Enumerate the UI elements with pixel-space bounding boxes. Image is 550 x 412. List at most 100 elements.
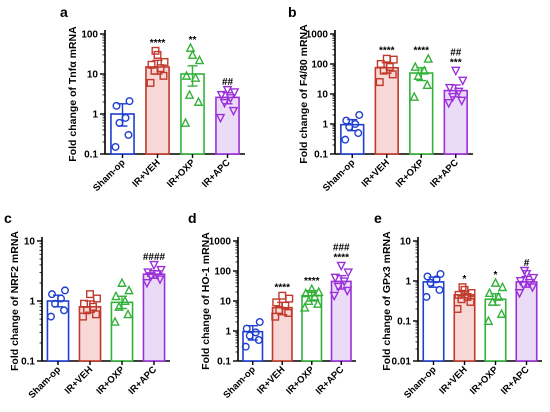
y-tick-label: 1 [322, 120, 328, 131]
bar-group-sham-op [46, 286, 70, 362]
data-point [156, 265, 166, 276]
bar [374, 66, 399, 155]
data-point [458, 283, 467, 292]
data-point [149, 260, 159, 271]
data-point [306, 283, 317, 294]
y-axis-label: Fold change of NRF2 mRNA [9, 231, 21, 371]
data-point [524, 278, 535, 289]
data-point [483, 315, 494, 326]
data-point [447, 92, 458, 103]
bar-group-ir-apc [514, 266, 539, 362]
x-tick-label: IR+VEH [130, 157, 162, 189]
data-point [88, 302, 97, 311]
data-point [142, 278, 152, 289]
data-point [514, 289, 525, 299]
data-point [341, 135, 350, 144]
panel-label-e: e [374, 210, 382, 226]
y-tick-label: 0.1 [84, 150, 98, 161]
x-tick-label: IR+VEH [437, 364, 469, 396]
y-tick-label: 10 [24, 237, 36, 248]
chart-a-svg: Fold change of Tnfα mRNA 0.1 1 10 100 Sham-op… [67, 26, 245, 194]
x-tick-label: IR+VEH [255, 364, 287, 396]
y-axis-label: Fold change of GPx3 mRNA [381, 231, 393, 371]
data-point [490, 277, 501, 287]
data-point [114, 301, 124, 311]
data-point [215, 113, 226, 124]
y-tick-label: 100 [214, 267, 231, 278]
data-point [124, 285, 134, 295]
data-point [436, 269, 445, 278]
data-point [184, 89, 195, 99]
data-point [342, 116, 351, 125]
data-point [193, 96, 204, 106]
bar-group-ir-oxp [409, 53, 434, 155]
x-tick-label: IR+VEH [360, 157, 392, 189]
y-tick-label: 0.1 [21, 357, 35, 368]
x-tick-label: IR+OXP [284, 364, 317, 397]
data-point [285, 294, 294, 303]
x-tick-label: Sham-op [402, 364, 439, 401]
bar-group-sham-op [110, 97, 135, 155]
x-tick-label: IR+OXP [165, 157, 198, 190]
data-point [355, 110, 364, 119]
y-tick-label: 10 [87, 70, 99, 81]
data-point [497, 281, 508, 292]
x-tick-label: IR+APC [200, 157, 233, 190]
bar [215, 96, 240, 155]
data-point [117, 277, 127, 287]
data-point [453, 304, 462, 313]
data-point [422, 79, 433, 89]
bar-group-ir-veh [271, 291, 294, 362]
x-tick-label: IR+APC [499, 364, 532, 397]
data-point [528, 273, 539, 284]
data-point [272, 298, 281, 307]
data-point [388, 70, 397, 79]
data-point [241, 342, 250, 351]
y-tick-label: 1000 [306, 30, 329, 41]
data-point [111, 290, 121, 301]
data-point [91, 310, 100, 319]
data-point [435, 285, 444, 294]
chart-panel-d: d Fold change of HO-1 mRNA 0.1 1 10 100 1000 S… [184, 206, 368, 412]
x-tick-label: IR+OXP [394, 157, 427, 190]
significance-label: ## [450, 48, 462, 59]
data-point [110, 316, 120, 326]
data-point [454, 290, 463, 299]
data-point [413, 70, 424, 80]
data-point [419, 65, 430, 75]
significance-label: * [494, 270, 498, 281]
data-point [124, 130, 133, 139]
data-point [51, 299, 60, 308]
panel-label-a: a [60, 4, 68, 20]
data-point [229, 88, 240, 98]
data-point [422, 292, 431, 301]
data-point [519, 266, 530, 277]
data-point [299, 302, 310, 312]
data-point [410, 61, 421, 71]
data-point [146, 78, 155, 87]
significance-label: # [524, 258, 530, 269]
significance-label: **** [379, 46, 395, 57]
y-axis-label: Fold change of HO-1 mRNA [200, 232, 212, 370]
data-point [60, 306, 69, 315]
data-point [343, 268, 354, 278]
data-point [254, 336, 263, 345]
bar-group-ir-oxp [299, 283, 324, 362]
data-point [147, 60, 156, 69]
data-point [278, 291, 287, 300]
bar-group-ir-apc [215, 85, 240, 155]
data-point [426, 278, 435, 287]
data-point [443, 99, 454, 109]
data-point [47, 312, 56, 321]
data-point [453, 87, 464, 98]
y-tick-label: 1 [92, 110, 98, 121]
data-point [450, 66, 461, 77]
data-point [330, 273, 341, 284]
bar-group-ir-oxp [110, 277, 134, 362]
data-point [79, 299, 88, 308]
panel-label-d: d [188, 210, 197, 226]
chart-b-svg: Fold change of F4/80 mRNA 0.1 1 10 100 1000 Sh… [298, 24, 473, 194]
data-point [125, 97, 134, 106]
bar-group-ir-veh [374, 54, 399, 155]
significance-label: **** [150, 38, 166, 49]
